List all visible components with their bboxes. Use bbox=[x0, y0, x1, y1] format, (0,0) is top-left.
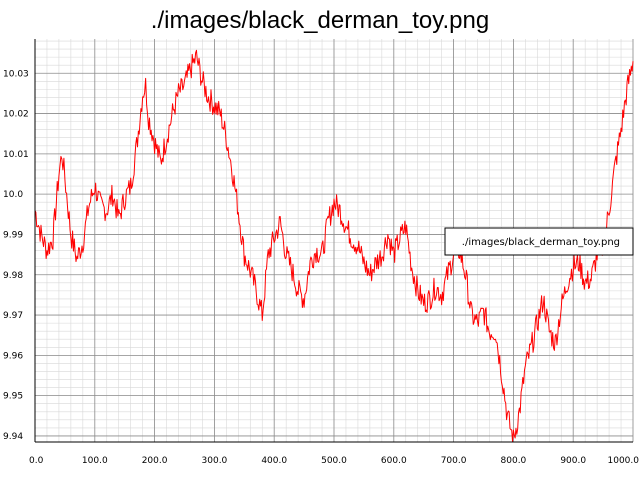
series-layer bbox=[34, 49, 634, 443]
series-line bbox=[34, 49, 634, 443]
legend: ./images/black_derman_toy.png bbox=[444, 227, 634, 256]
y-tick-label: 9.94 bbox=[3, 432, 23, 442]
y-tick-labels: 9.94 9.95 9.96 9.97 9.98 9.99 10.0 10.01 10.02 10… bbox=[3, 69, 29, 442]
x-tick-label: 900.0 bbox=[560, 456, 586, 466]
y-tick-label: 10.0 bbox=[3, 190, 23, 200]
x-tick-label: 300.0 bbox=[202, 456, 228, 466]
x-tick-label: 700.0 bbox=[441, 456, 467, 466]
y-tick-label: 10.03 bbox=[3, 69, 29, 79]
y-tick-label: 10.01 bbox=[3, 150, 29, 160]
x-tick-label: 0.0 bbox=[29, 456, 44, 466]
y-tick-label: 9.95 bbox=[3, 392, 23, 402]
x-tick-label: 600.0 bbox=[381, 456, 407, 466]
x-tick-labels: 0.0 100.0 200.0 300.0 400.0 500.0 600.0 700.0 80… bbox=[29, 456, 639, 466]
y-tick-label: 9.99 bbox=[3, 230, 23, 240]
legend-box bbox=[444, 227, 634, 256]
y-tick-label: 9.97 bbox=[3, 311, 23, 321]
x-tick-label: 500.0 bbox=[321, 456, 347, 466]
x-tick-label: 400.0 bbox=[261, 456, 287, 466]
x-tick-label: 1000.0 bbox=[608, 456, 640, 466]
x-tick-label: 200.0 bbox=[142, 456, 168, 466]
y-tick-label: 9.98 bbox=[3, 271, 23, 281]
y-tick-label: 9.96 bbox=[3, 351, 23, 361]
axis-layer bbox=[34, 39, 633, 443]
x-tick-label: 800.0 bbox=[501, 456, 527, 466]
legend-entry-label: ./images/black_derman_toy.png bbox=[462, 237, 620, 248]
major-grid bbox=[34, 39, 634, 442]
x-tick-label: 100.0 bbox=[82, 456, 108, 466]
y-tick-label: 10.02 bbox=[3, 110, 29, 120]
chart-title: ./images/black_derman_toy.png bbox=[150, 7, 490, 34]
